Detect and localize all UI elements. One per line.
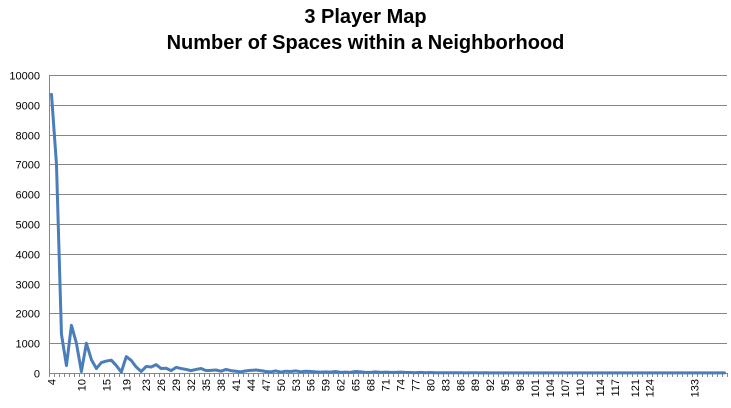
y-tick-label: 7000 bbox=[16, 160, 40, 172]
x-tick-label: 95 bbox=[500, 379, 512, 391]
x-tick-label: 89 bbox=[470, 379, 482, 391]
x-tick-label: 107 bbox=[560, 379, 572, 397]
x-tick-label: 77 bbox=[410, 379, 422, 391]
x-tick-label: 133 bbox=[690, 379, 702, 397]
x-tick-label: 110 bbox=[575, 379, 587, 397]
x-tick-label: 62 bbox=[336, 379, 348, 391]
x-tick-label: 38 bbox=[216, 379, 228, 391]
x-tick-label: 68 bbox=[366, 379, 378, 391]
chart-title-block: 3 Player Map Number of Spaces within a N… bbox=[0, 4, 731, 56]
chart-subtitle: Number of Spaces within a Neighborhood bbox=[166, 32, 565, 54]
y-tick-label: 5000 bbox=[16, 220, 40, 232]
x-tick-label: 65 bbox=[351, 379, 363, 391]
x-tick-label: 19 bbox=[121, 379, 133, 391]
y-tick-label: 9000 bbox=[16, 101, 40, 113]
x-tick-label: 83 bbox=[440, 379, 452, 391]
y-tick-label: 1000 bbox=[16, 339, 40, 351]
x-tick-label: 29 bbox=[171, 379, 183, 391]
x-tick-label: 56 bbox=[306, 379, 318, 391]
y-tick-label: 3000 bbox=[16, 280, 40, 292]
x-tick-label: 104 bbox=[545, 379, 557, 397]
x-tick-label: 41 bbox=[231, 379, 243, 391]
x-tick-label: 74 bbox=[395, 379, 407, 391]
x-tick-label: 26 bbox=[156, 379, 168, 391]
x-tick-label: 117 bbox=[610, 379, 622, 397]
x-tick-label: 47 bbox=[261, 379, 273, 391]
x-tick-label: 4 bbox=[46, 379, 58, 385]
x-tick-label: 53 bbox=[291, 379, 303, 391]
y-tick-label: 8000 bbox=[16, 131, 40, 143]
y-tick-label: 6000 bbox=[16, 190, 40, 202]
x-tick-label: 92 bbox=[485, 379, 497, 391]
chart-title: 3 Player Map bbox=[304, 6, 427, 28]
x-tick-label: 71 bbox=[381, 379, 393, 391]
x-tick-label: 98 bbox=[515, 379, 527, 391]
x-tick-label: 124 bbox=[645, 379, 657, 397]
y-tick-label: 4000 bbox=[16, 250, 40, 262]
y-tick-label: 2000 bbox=[16, 309, 40, 321]
x-tick-label: 23 bbox=[141, 379, 153, 391]
x-tick-label: 15 bbox=[101, 379, 113, 391]
y-tick-label: 10000 bbox=[9, 71, 40, 83]
y-tick-label: 0 bbox=[34, 369, 40, 381]
x-tick-label: 80 bbox=[425, 379, 437, 391]
x-tick-label: 101 bbox=[530, 379, 542, 397]
x-tick-label: 121 bbox=[630, 379, 642, 397]
x-tick-label: 10 bbox=[76, 379, 88, 391]
x-tick-label: 59 bbox=[321, 379, 333, 391]
x-tick-label: 44 bbox=[246, 379, 258, 391]
x-tick-label: 35 bbox=[201, 379, 213, 391]
x-tick-label: 114 bbox=[595, 379, 607, 397]
series-line bbox=[49, 92, 727, 375]
x-tick-label: 32 bbox=[186, 379, 198, 391]
x-tick-label: 86 bbox=[455, 379, 467, 391]
x-tick-label: 50 bbox=[276, 379, 288, 391]
